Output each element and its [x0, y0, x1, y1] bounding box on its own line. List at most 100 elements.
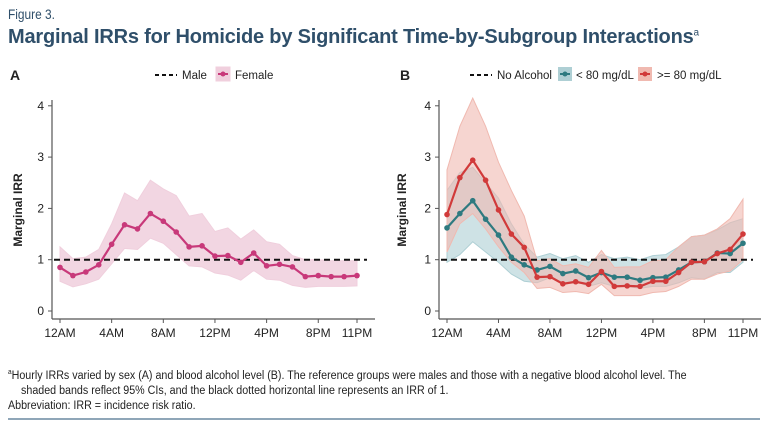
y-tick-label: 0	[424, 304, 431, 318]
data-point-female	[160, 218, 167, 225]
y-tick-label: 3	[424, 150, 431, 164]
data-point-high-bac	[585, 281, 592, 288]
data-point-high-bac	[495, 207, 502, 213]
data-point-high-bac	[714, 250, 721, 257]
panel-a-legend: Male Female	[155, 66, 273, 82]
footnote-line2: shaded bands reflect 95% CIs, and the bl…	[21, 384, 449, 397]
figure-title-superscript: a	[693, 27, 700, 39]
panel-b: B No Alcohol < 80 mg/dL >= 80 mg/dL Marg…	[395, 67, 761, 340]
data-point-high-bac	[637, 283, 643, 290]
data-point-female	[108, 241, 115, 248]
data-point-high-bac	[457, 174, 463, 181]
legend-female-marker-icon	[220, 71, 226, 77]
y-tick-label: 1	[424, 253, 431, 267]
data-point-female	[315, 272, 322, 279]
data-point-high-bac	[444, 211, 450, 218]
data-point-low-bac	[457, 210, 463, 217]
y-tick-label: 2	[424, 201, 431, 215]
footnote: aHourly IRRs varied by sex (A) and blood…	[8, 365, 707, 414]
data-point-low-bac	[727, 250, 733, 257]
data-point-low-bac	[611, 274, 618, 280]
data-point-low-bac	[521, 262, 528, 268]
y-tick-label: 3	[37, 150, 44, 164]
ci-band-female	[59, 179, 358, 288]
y-tick-label: 0	[37, 304, 44, 318]
data-point-high-bac	[701, 258, 708, 265]
data-point-female	[147, 210, 154, 217]
footnote-abbreviation: Abbreviation: IRR = incidence risk ratio…	[8, 399, 196, 412]
data-point-high-bac	[727, 246, 733, 253]
x-tick-label: 11PM	[728, 326, 758, 340]
data-point-low-bac	[585, 274, 592, 281]
x-tick-label: 8PM	[306, 326, 331, 340]
footnote-superscript: a	[8, 369, 12, 376]
x-tick-label: 12AM	[44, 326, 75, 340]
data-point-high-bac	[650, 278, 656, 285]
data-point-low-bac	[469, 197, 476, 204]
x-tick-label: 8AM	[538, 326, 563, 340]
ci-band-high-bac	[446, 96, 744, 297]
data-point-high-bac	[688, 259, 695, 266]
data-point-female	[237, 259, 244, 266]
x-tick-label: 4PM	[254, 326, 279, 340]
data-point-female	[57, 264, 63, 271]
data-point-low-bac	[547, 263, 553, 270]
y-tick-label: 2	[37, 201, 44, 215]
y-tick-label: 4	[424, 99, 431, 113]
data-point-female	[186, 244, 192, 250]
x-tick-label: 12PM	[586, 326, 617, 340]
data-point-high-bac	[547, 273, 553, 280]
panel-b-letter: B	[400, 67, 410, 83]
legend-male-label: Male	[182, 70, 207, 82]
x-tick-label: 4PM	[641, 326, 666, 340]
data-point-female	[225, 252, 231, 259]
data-point-low-bac	[560, 270, 566, 277]
data-point-female	[70, 272, 76, 279]
footnote-line1: Hourly IRRs varied by sex (A) and blood …	[11, 369, 687, 382]
legend-high-bac-label: >= 80 mg/dL	[657, 70, 722, 82]
data-point-high-bac	[611, 283, 618, 290]
data-point-high-bac	[598, 268, 605, 275]
legend-no-alcohol-label: No Alcohol	[497, 70, 552, 82]
x-tick-label: 11PM	[342, 326, 372, 340]
x-tick-label: 8PM	[692, 326, 717, 340]
data-point-low-bac	[444, 225, 450, 231]
panel-a-ylabel: Marginal IRR	[11, 173, 25, 247]
data-point-low-bac	[508, 254, 515, 260]
data-point-female	[302, 273, 309, 280]
data-point-female	[250, 250, 257, 256]
data-point-female	[263, 263, 270, 269]
data-point-high-bac	[534, 274, 540, 280]
data-point-high-bac	[560, 281, 566, 287]
y-tick-label: 1	[37, 253, 44, 267]
legend-low-bac-label: < 80 mg/dL	[576, 70, 634, 82]
data-point-high-bac	[482, 177, 489, 183]
legend-high-bac-marker-icon	[642, 71, 648, 77]
data-point-female	[121, 222, 128, 228]
legend-low-bac-marker-icon	[562, 71, 568, 77]
data-point-high-bac	[508, 231, 515, 237]
panel-b-plot: 0 1 2 3 4 12AM 4AM 8AM 12PM 4PM 8PM 11PM	[424, 96, 761, 340]
data-point-female	[341, 273, 347, 280]
bottom-rule-divider	[8, 418, 760, 420]
data-point-female	[289, 264, 296, 270]
panel-a-plot: 0 1 2 3 4 12AM 4AM 8AM 12PM 4PM 8PM 11PM	[37, 99, 375, 340]
footnote-text-line1: aHourly IRRs varied by sex (A) and blood…	[8, 369, 687, 382]
data-point-female	[276, 261, 283, 268]
panel-b-legend: No Alcohol < 80 mg/dL >= 80 mg/dL	[470, 67, 722, 82]
data-point-high-bac	[469, 157, 476, 163]
data-point-female	[354, 272, 360, 279]
panel-a-letter: A	[10, 67, 20, 83]
data-point-high-bac	[572, 278, 579, 285]
data-point-low-bac	[624, 274, 630, 280]
panel-a: A Male Female Marginal IRR 0 1 2 3 4 12AM 4AM 8…	[10, 66, 375, 340]
x-tick-label: 4AM	[486, 326, 511, 340]
figure-label: Figure 3.	[8, 6, 55, 22]
figure-title-text: Marginal IRRs for Homicide by Significan…	[8, 26, 694, 48]
x-tick-label: 12AM	[431, 326, 462, 340]
x-tick-label: 4AM	[99, 326, 124, 340]
data-point-female	[83, 269, 89, 275]
data-point-low-bac	[662, 274, 669, 280]
data-point-low-bac	[637, 277, 643, 284]
